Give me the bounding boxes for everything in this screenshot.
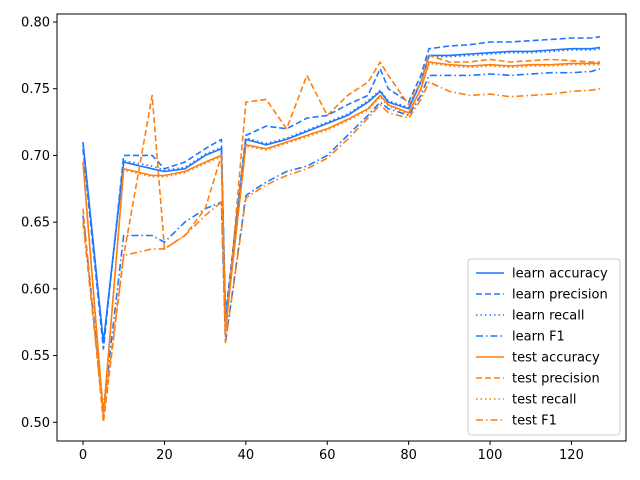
series-line-0 bbox=[82, 46, 601, 344]
series-layer bbox=[82, 35, 601, 424]
legend-label: test F1 bbox=[512, 414, 557, 429]
x-tick-label: 120 bbox=[559, 448, 584, 463]
y-tick-label: 0.60 bbox=[21, 282, 50, 297]
legend-label: test accuracy bbox=[512, 351, 600, 366]
y-tick-label: 0.70 bbox=[21, 149, 50, 164]
y-tick-label: 0.55 bbox=[21, 349, 50, 364]
y-tick-label: 0.50 bbox=[21, 416, 50, 431]
plot-frame bbox=[56, 13, 627, 442]
legend: learn accuracy learn precision learn recal… bbox=[467, 258, 621, 436]
series-line-3 bbox=[82, 67, 601, 410]
series-line-6 bbox=[82, 62, 600, 416]
legend-label: learn accuracy bbox=[512, 267, 608, 282]
x-tick-label: 80 bbox=[400, 448, 417, 463]
series-line-1 bbox=[82, 35, 601, 350]
y-tick-label: 0.80 bbox=[21, 16, 50, 31]
x-tick-label: 20 bbox=[156, 448, 173, 463]
legend-label: learn recall bbox=[512, 309, 584, 324]
legend-label: test recall bbox=[512, 393, 577, 408]
series-line-2 bbox=[82, 47, 601, 346]
series-line-7 bbox=[82, 81, 601, 417]
x-tick-label: 60 bbox=[319, 448, 336, 463]
legend-box bbox=[467, 258, 621, 436]
y-tick-label: 0.65 bbox=[21, 216, 50, 231]
legend-label: learn precision bbox=[512, 288, 608, 303]
y-tick-label: 0.75 bbox=[21, 82, 50, 97]
y-axis: 0.50 0.55 0.60 0.65 0.70 0.75 0.80 bbox=[21, 16, 57, 431]
x-tick-label: 0 bbox=[79, 448, 87, 463]
x-tick-label: 100 bbox=[478, 448, 503, 463]
series-line-5 bbox=[82, 54, 600, 424]
legend-label: learn F1 bbox=[512, 330, 565, 345]
legend-label: test precision bbox=[512, 372, 600, 387]
x-tick-label: 40 bbox=[238, 448, 255, 463]
series-line-4 bbox=[82, 61, 600, 417]
x-axis: 0 20 40 60 80 100 120 bbox=[79, 441, 584, 463]
